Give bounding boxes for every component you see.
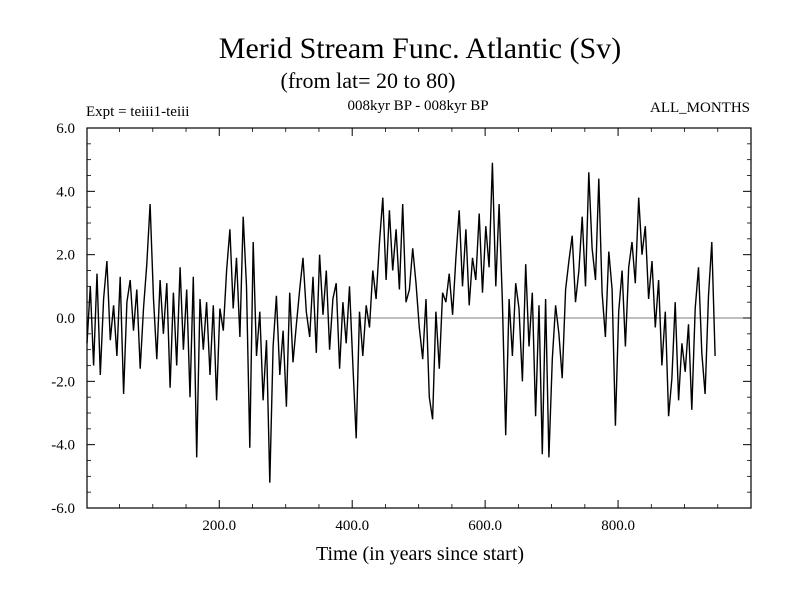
months-label: ALL_MONTHS [650, 100, 750, 116]
y-tick-label: 0.0 [56, 311, 75, 327]
y-ticks: -6.0 -4.0 -2.0 0.0 2.0 4.0 6.0 [51, 121, 751, 517]
series-line [86, 162, 716, 483]
y-tick-label: -6.0 [51, 501, 75, 517]
y-tick-label: 2.0 [56, 248, 75, 264]
chart-subtitle: (from lat= 20 to 80) [281, 68, 456, 93]
y-tick-label: 6.0 [56, 121, 75, 137]
x-ticks: 200.0 400.0 600.0 800.0 [119, 128, 719, 534]
y-tick-label: -2.0 [51, 374, 75, 390]
y-tick-label: -4.0 [51, 438, 75, 454]
x-tick-label: 400.0 [335, 518, 369, 534]
period-label: 008kyr BP - 008kyr BP [347, 98, 488, 114]
y-tick-label: 4.0 [56, 184, 75, 200]
experiment-label: Expt = teiii1-teiii [86, 104, 189, 120]
x-tick-label: 600.0 [468, 518, 502, 534]
x-tick-label: 800.0 [601, 518, 635, 534]
x-tick-label: 200.0 [202, 518, 236, 534]
plot-frame [86, 127, 752, 509]
x-axis-label: Time (in years since start) [316, 543, 524, 565]
chart-title: Merid Stream Func. Atlantic (Sv) [219, 32, 621, 65]
